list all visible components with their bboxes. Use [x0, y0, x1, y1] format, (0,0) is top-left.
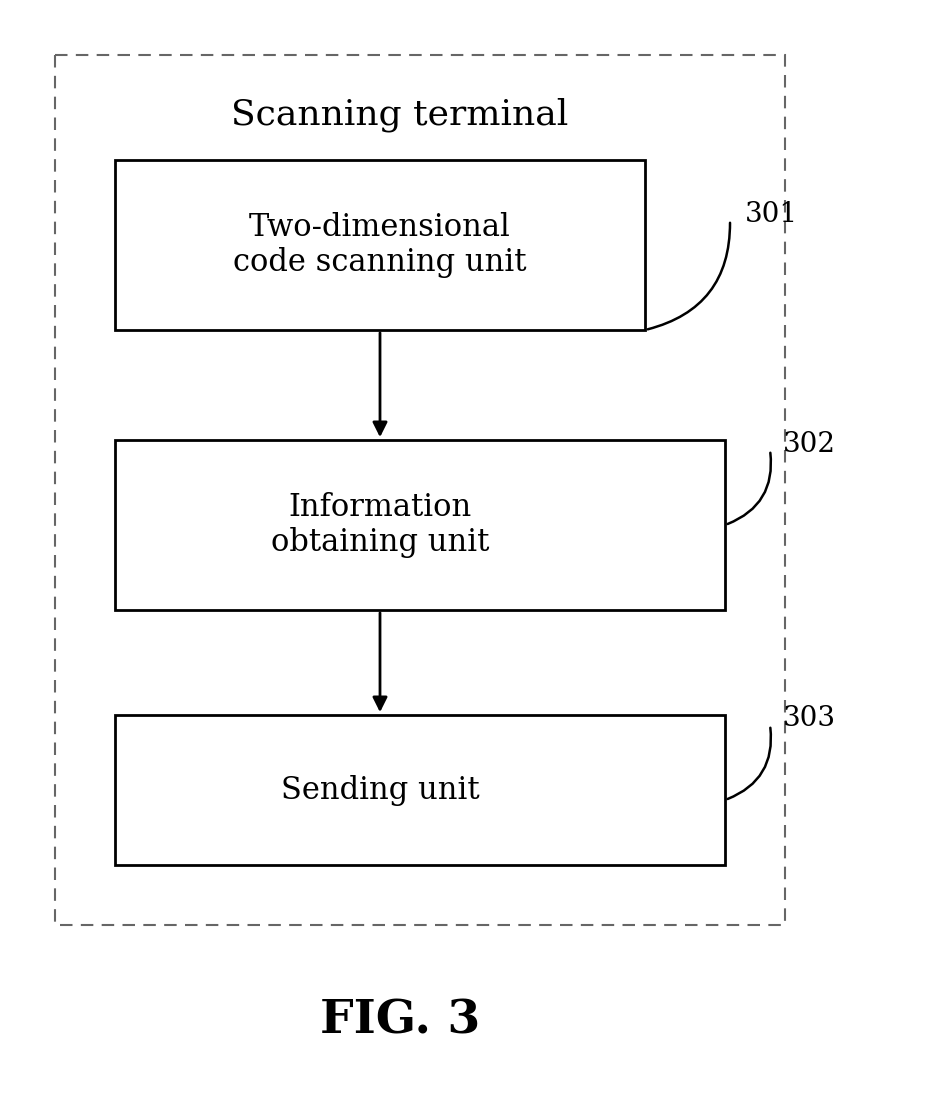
- Bar: [115, 715, 725, 865]
- Text: Scanning terminal: Scanning terminal: [232, 98, 569, 132]
- Text: FIG. 3: FIG. 3: [319, 997, 480, 1043]
- Bar: [55, 55, 785, 925]
- Text: 301: 301: [745, 201, 799, 229]
- Bar: [115, 160, 645, 330]
- Text: Sending unit: Sending unit: [281, 774, 479, 805]
- Text: Two-dimensional
code scanning unit: Two-dimensional code scanning unit: [234, 211, 527, 278]
- Text: 303: 303: [783, 704, 836, 732]
- Text: Information
obtaining unit: Information obtaining unit: [271, 492, 489, 559]
- Text: 302: 302: [783, 431, 836, 459]
- Bar: [115, 440, 725, 610]
